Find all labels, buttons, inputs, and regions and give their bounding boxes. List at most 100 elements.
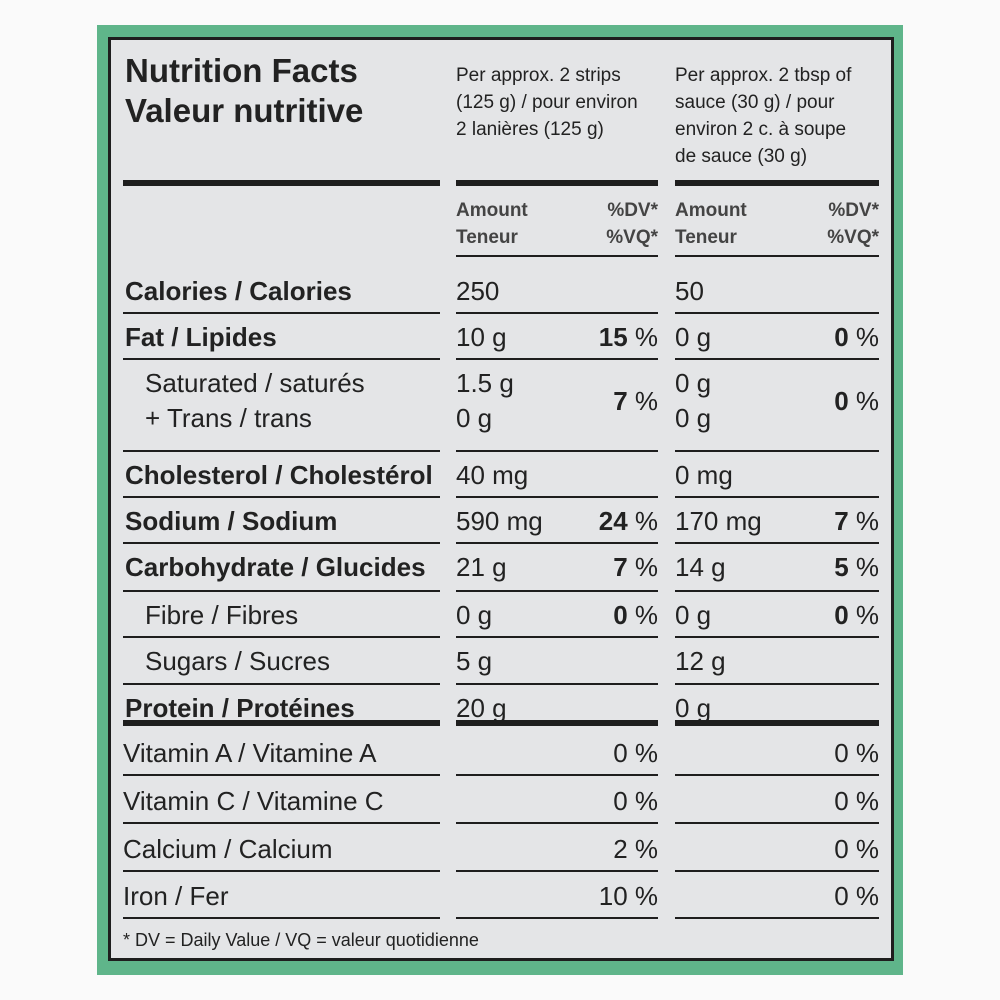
rule [456,636,658,638]
vitamin-label: Vitamin C / Vitamine C [123,786,384,816]
amount-value-1: 40 mg [456,460,529,490]
amount-value-2: 0 g [675,600,712,630]
amount-value-1: 21 g [456,552,507,582]
vitamin-dv-2: 0 % [834,881,879,911]
vitamin-dv-1: 2 % [613,834,658,864]
rule [123,683,440,685]
percent-dv-1: 0 % [613,600,658,630]
percent-value: 0 [834,322,849,352]
vq-label-1: %VQ* [606,227,658,248]
nutrition-facts-panel: Nutrition Facts Valeur nutritive Per app… [108,37,894,961]
rule [675,774,879,776]
amount-value-2: 14 g [675,552,726,582]
percent-dv-2: 0 % [834,322,879,352]
percent-dv-2: 5 % [834,552,879,582]
dv-label-2: %DV* [828,200,879,221]
rule [675,683,879,685]
rule [456,255,658,257]
nutrient-label: Calories / Calories [125,276,352,306]
amount-value-1: 20 g [456,693,507,723]
rule [456,683,658,685]
rule [123,450,440,452]
rule [123,542,440,544]
nutrient-label: Saturated / saturés [145,368,365,398]
rule [123,636,440,638]
amount-value-2: 50 [675,276,704,306]
amount-value-2: 170 mg [675,506,762,536]
percent-value: 0 [613,600,628,630]
rule [456,822,658,824]
thick-rule [123,180,440,186]
serving-2-line: environ 2 c. à soupe [675,119,847,140]
amount-value-1: 0 g [456,600,493,630]
percent-value: 0 [834,600,849,630]
vitamin-label: Iron / Fer [123,881,229,911]
rule [675,917,879,919]
rule [123,312,440,314]
rule [456,450,658,452]
amount-value-1: 10 g [456,322,507,352]
percent-dv-2: 0 % [834,386,879,416]
amount-value-1: 0 g [456,403,493,433]
serving-2-line: Per approx. 2 tbsp of [675,65,852,86]
rule [456,917,658,919]
amount-label-2: Amount [675,200,747,221]
vitamin-dv-1: 0 % [613,786,658,816]
rule [123,870,440,872]
rule [456,590,658,592]
percent-dv-1: 15 % [598,322,658,352]
vitamin-label: Calcium / Calcium [123,834,333,864]
thick-rule [675,720,879,726]
amount-label-1: Amount [456,200,528,221]
rule [456,774,658,776]
amount-value-1: 5 g [456,646,493,676]
amount-value-2: 0 g [675,322,712,352]
serving-2-line: de sauce (30 g) [675,146,808,167]
amount-value-2: 0 g [675,368,712,398]
percent-dv-1: 7 % [613,552,658,582]
nutrient-label: Fibre / Fibres [145,600,299,630]
teneur-label-2: Teneur [675,227,737,248]
rule [456,358,658,360]
rule [456,312,658,314]
amount-value-2: 0 g [675,693,712,723]
rule [123,590,440,592]
rule [675,590,879,592]
serving-1-line: 2 lanières (125 g) [456,119,604,140]
percent-dv-2: 7 % [834,506,879,536]
serving-header-2: Per approx. 2 tbsp of sauce (30 g) / pou… [675,62,851,170]
thick-rule [456,720,658,726]
serving-1-line: (125 g) / pour environ [456,92,638,113]
vitamin-dv-2: 0 % [834,786,879,816]
percent-value: 24 [598,506,628,536]
vitamin-dv-2: 0 % [834,834,879,864]
rule [675,822,879,824]
percent-dv-1: 7 % [613,386,658,416]
thick-rule [123,720,440,726]
vitamin-dv-1: 0 % [613,738,658,768]
nutrient-label: + Trans / trans [145,403,312,433]
vitamin-dv-2: 0 % [834,738,879,768]
amount-value-2: 12 g [675,646,726,676]
rule [123,358,440,360]
nutrient-label: Carbohydrate / Glucides [125,552,426,582]
serving-2-line: sauce (30 g) / pour [675,92,835,113]
serving-1-line: Per approx. 2 strips [456,65,621,86]
percent-value: 5 [834,552,849,582]
rule [675,636,879,638]
rule [675,255,879,257]
rule [675,496,879,498]
thick-rule [675,180,879,186]
rule [456,542,658,544]
nutrient-label: Sodium / Sodium [125,506,338,536]
teneur-label-1: Teneur [456,227,518,248]
rule [123,822,440,824]
percent-dv-2: 0 % [834,600,879,630]
dv-label-1: %DV* [607,200,658,221]
percent-dv-1: 24 % [598,506,658,536]
vitamin-dv-1: 10 % [598,881,658,911]
rule [675,870,879,872]
amount-value-1: 1.5 g [456,368,514,398]
amount-value-2: 0 g [675,403,712,433]
